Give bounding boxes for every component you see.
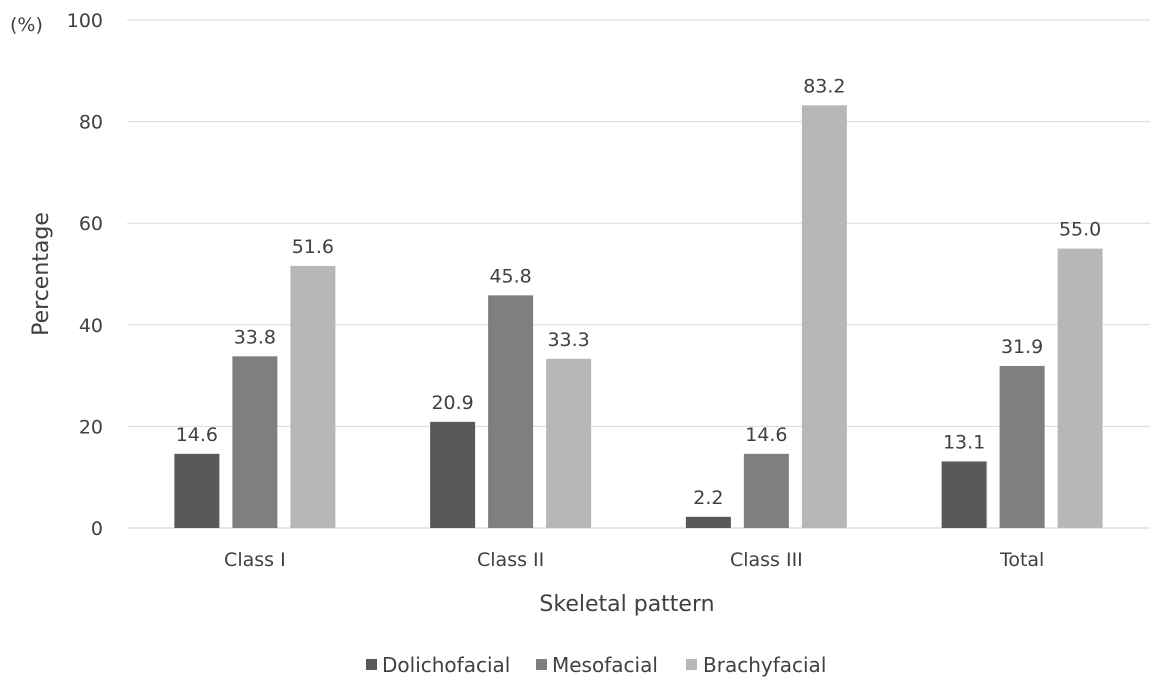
y-axis-title: Percentage bbox=[29, 212, 54, 336]
legend-swatch-mesofacial bbox=[536, 659, 547, 670]
data-label: 14.6 bbox=[176, 424, 218, 446]
bar-dolichofacial bbox=[941, 461, 987, 528]
y-axis-unit-label: (%) bbox=[10, 14, 43, 36]
bar-brachyfacial bbox=[1057, 248, 1103, 528]
legend-label-brachyfacial: Brachyfacial bbox=[703, 653, 826, 677]
bar-dolichofacial bbox=[430, 421, 476, 528]
data-label: 2.2 bbox=[693, 487, 723, 509]
bar-brachyfacial bbox=[290, 265, 336, 528]
x-axis-categories: Class I Class II Class III Total bbox=[224, 549, 1044, 571]
data-label: 45.8 bbox=[489, 265, 531, 287]
y-tick-label: 0 bbox=[91, 518, 103, 540]
y-tick-label: 60 bbox=[79, 213, 103, 235]
data-labels: 14.6 33.8 51.6 20.9 45.8 33.3 2.2 14.6 83.2 13.1 3… bbox=[176, 75, 1102, 508]
y-tick-label: 100 bbox=[67, 10, 103, 32]
y-axis-ticks: 0 20 40 60 80 100 bbox=[67, 10, 103, 540]
data-label: 33.8 bbox=[234, 326, 276, 348]
data-label: 20.9 bbox=[431, 392, 473, 414]
data-label: 51.6 bbox=[292, 236, 334, 258]
bar-dolichofacial bbox=[174, 453, 220, 528]
legend-label-mesofacial: Mesofacial bbox=[552, 653, 658, 677]
x-category-label: Total bbox=[999, 549, 1044, 571]
bar-dolichofacial bbox=[685, 516, 731, 528]
bar-mesofacial bbox=[232, 356, 278, 528]
x-category-label: Class III bbox=[730, 549, 803, 571]
legend: Dolichofacial Mesofacial Brachyfacial bbox=[366, 653, 826, 677]
x-axis-title: Skeletal pattern bbox=[539, 592, 714, 617]
bar-mesofacial bbox=[488, 295, 534, 528]
data-label: 31.9 bbox=[1001, 336, 1043, 358]
y-tick-label: 80 bbox=[79, 112, 103, 134]
legend-swatch-dolichofacial bbox=[366, 659, 377, 670]
gridlines bbox=[127, 19, 1150, 529]
legend-label-dolichofacial: Dolichofacial bbox=[382, 653, 510, 677]
bar-mesofacial bbox=[999, 365, 1045, 528]
bars bbox=[174, 105, 1103, 529]
data-label: 13.1 bbox=[943, 431, 985, 453]
x-category-label: Class II bbox=[477, 549, 544, 571]
data-label: 14.6 bbox=[745, 424, 787, 446]
legend-swatch-brachyfacial bbox=[686, 659, 697, 670]
y-tick-label: 20 bbox=[79, 416, 103, 438]
data-label: 55.0 bbox=[1059, 219, 1101, 241]
x-category-label: Class I bbox=[224, 549, 286, 571]
data-label: 33.3 bbox=[547, 329, 589, 351]
bar-brachyfacial bbox=[546, 358, 592, 528]
bar-brachyfacial bbox=[801, 105, 847, 529]
y-tick-label: 40 bbox=[79, 315, 103, 337]
data-label: 83.2 bbox=[803, 75, 845, 97]
bar-mesofacial bbox=[743, 453, 789, 528]
